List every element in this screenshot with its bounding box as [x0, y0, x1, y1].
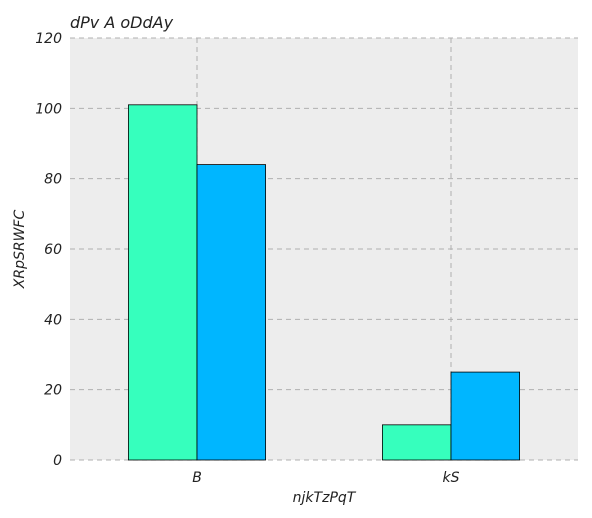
y-tick-label: 80 [44, 172, 62, 188]
x-tick-label: B [192, 470, 202, 486]
bar [382, 424, 452, 461]
y-tick-label: 40 [44, 312, 62, 328]
bar [128, 104, 198, 461]
y-tick-label: 100 [35, 101, 62, 117]
bar [450, 371, 520, 461]
y-tick-label: 20 [44, 383, 62, 399]
y-axis-label: XRpSRWFC [12, 210, 28, 290]
y-tick-label: 0 [53, 453, 62, 469]
y-tick-label: 120 [35, 31, 62, 47]
y-tick-label: 60 [44, 242, 62, 258]
bar [196, 164, 266, 461]
chart-title: dPv A oDdAy [70, 13, 174, 32]
x-axis-label: njkTzPqT [293, 490, 357, 506]
y-axis-ticks: 0 20 40 60 80 100 120 [35, 31, 62, 469]
x-tick-label: kS [443, 470, 460, 486]
bars [128, 104, 520, 461]
